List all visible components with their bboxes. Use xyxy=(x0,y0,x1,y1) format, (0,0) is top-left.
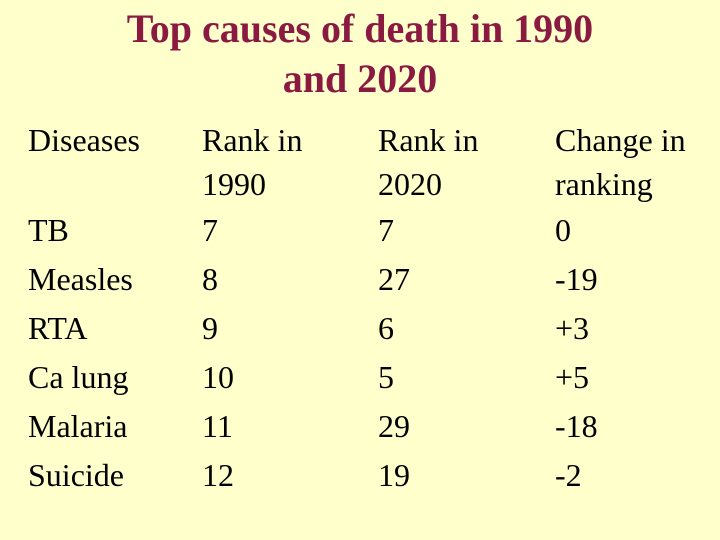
column-header-rank-1990: Rank in 1990 xyxy=(202,118,302,206)
column-diseases: Diseases TB Measles RTA Ca lung Malaria … xyxy=(28,118,140,500)
cell-change: +5 xyxy=(555,359,590,395)
cell-disease: TB xyxy=(28,212,69,248)
cell-disease: Suicide xyxy=(28,457,124,493)
slide-title-line-2: and 2020 xyxy=(282,56,438,101)
cell-rank-1990: 10 xyxy=(202,359,234,395)
cell-rank-2020: 19 xyxy=(378,457,410,493)
cell-change: +3 xyxy=(555,310,590,346)
header-text: 1990 xyxy=(202,166,266,202)
header-text: Change in xyxy=(555,122,686,158)
cell-rank-2020: 5 xyxy=(378,359,394,395)
cell-disease: Ca lung xyxy=(28,359,129,395)
cell-change: 0 xyxy=(555,212,571,248)
cell-change: -19 xyxy=(555,261,598,297)
header-text: ranking xyxy=(555,166,653,202)
cell-rank-2020: 6 xyxy=(378,310,394,346)
column-rank-2020: Rank in 2020 7 27 6 5 29 19 xyxy=(378,118,478,500)
cell-disease: Measles xyxy=(28,261,133,297)
column-header-change-in-ranking: Change in ranking xyxy=(555,118,686,206)
column-change-in-ranking: Change in ranking 0 -19 +3 +5 -18 -2 xyxy=(555,118,686,500)
column-rank-1990: Rank in 1990 7 8 9 10 11 12 xyxy=(202,118,302,500)
header-text: Rank in xyxy=(378,122,479,158)
cell-rank-1990: 11 xyxy=(202,408,233,444)
cell-disease: Malaria xyxy=(28,408,128,444)
cell-rank-1990: 9 xyxy=(202,310,218,346)
column-header-rank-2020: Rank in 2020 xyxy=(378,118,478,206)
cell-change: -2 xyxy=(555,457,582,493)
header-text: Rank in xyxy=(202,122,303,158)
cell-rank-2020: 27 xyxy=(378,261,410,297)
slide-title: Top causes of death in 1990 and 2020 xyxy=(0,4,720,104)
cell-rank-2020: 7 xyxy=(378,212,394,248)
column-header-diseases: Diseases xyxy=(28,118,140,206)
header-text: 2020 xyxy=(378,166,442,202)
cell-rank-1990: 7 xyxy=(202,212,218,248)
slide-title-line-1: Top causes of death in 1990 xyxy=(126,6,594,51)
cell-rank-1990: 12 xyxy=(202,457,234,493)
cell-rank-2020: 29 xyxy=(378,408,410,444)
header-text: Diseases xyxy=(28,122,140,158)
cell-change: -18 xyxy=(555,408,598,444)
cell-rank-1990: 8 xyxy=(202,261,218,297)
cell-disease: RTA xyxy=(28,310,88,346)
